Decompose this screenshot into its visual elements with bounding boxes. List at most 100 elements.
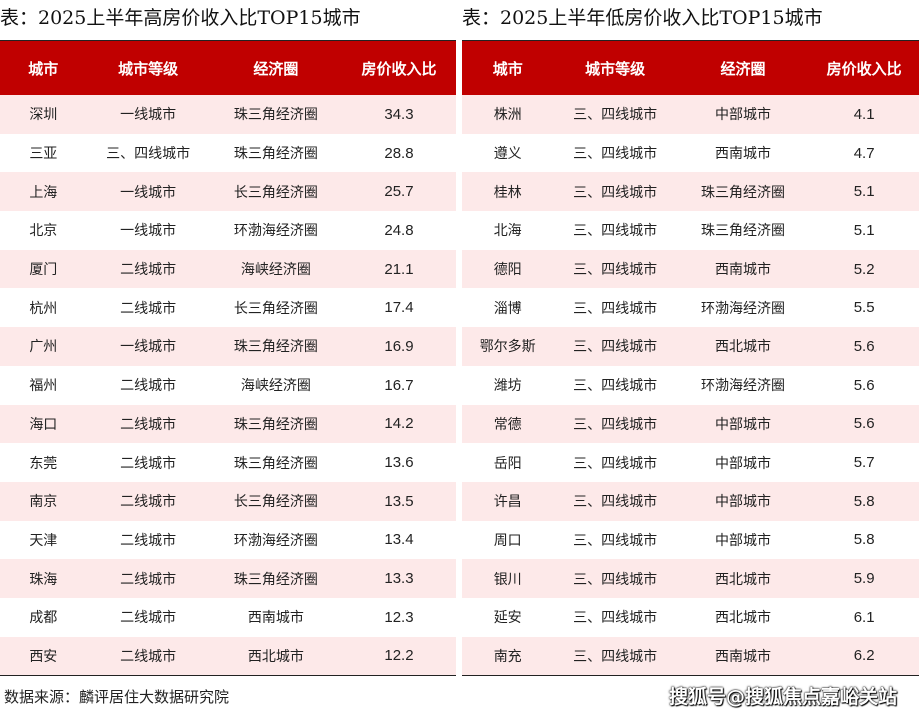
high-ratio-table: 城市 城市等级 经济圈 房价收入比 深圳 一线城市 珠三角经济圈 34.3 三亚 三、四线城市珠… bbox=[0, 40, 456, 677]
table-row: 天津 二线城市 环渤海经济圈 13.4 bbox=[0, 521, 456, 560]
region-cell: 环渤海经济圈 bbox=[233, 223, 318, 240]
region-cell: 珠三角经济圈 bbox=[209, 95, 342, 134]
ratio-cell: 5.8 bbox=[853, 531, 875, 549]
tier-cell: 二线城市 bbox=[86, 404, 210, 444]
ratio-cell: 5.2 bbox=[809, 249, 919, 289]
table-row: 海口 二线城市 珠三角经济圈 14.2 bbox=[0, 404, 456, 444]
region-cell: 海峡经济圈 bbox=[240, 378, 311, 395]
region-cell: 珠三角经济圈 bbox=[233, 146, 318, 163]
ratio-cell: 16.9 bbox=[341, 327, 456, 366]
region-cell: 珠三角经济圈 bbox=[701, 223, 786, 240]
tier-cell: 三、四线城市 bbox=[106, 146, 191, 163]
city-cell: 北海 bbox=[493, 223, 522, 240]
column-header: 房价收入比 bbox=[809, 40, 919, 95]
region-cell: 海峡经济圈 bbox=[209, 249, 342, 289]
city-cell: 株洲 bbox=[462, 95, 554, 134]
table-row: 德阳 三、四线城市 西南城市 5.2 bbox=[462, 249, 919, 289]
city-cell: 潍坊 bbox=[493, 378, 522, 395]
table-row: 北海 三、四线城市 珠三角经济圈 5.1 bbox=[462, 211, 919, 250]
low-ratio-table: 城市 城市等级 经济圈 房价收入比 株洲 三、四线城市 中部城市 4.1 遵义 三、四线城市 西南… bbox=[462, 40, 919, 677]
tier-cell: 三、四线城市 bbox=[573, 378, 658, 395]
right-table-title: 表：2025上半年低房价收入比TOP15城市 bbox=[462, 7, 823, 29]
column-header: 经济圈 bbox=[676, 40, 810, 95]
tier-cell: 二线城市 bbox=[86, 559, 210, 598]
ratio-cell: 13.5 bbox=[341, 481, 456, 521]
ratio-cell: 13.4 bbox=[384, 531, 414, 549]
ratio-cell: 5.7 bbox=[853, 454, 875, 472]
region-cell: 珠三角经济圈 bbox=[209, 559, 342, 598]
region-cell: 环渤海经济圈 bbox=[233, 532, 318, 549]
table-row: 福州 二线城市 海峡经济圈 16.7 bbox=[0, 366, 456, 405]
city-cell: 西安 bbox=[0, 636, 87, 676]
tier-cell: 三、四线城市 bbox=[573, 223, 658, 240]
region-cell: 珠三角经济圈 bbox=[233, 455, 318, 472]
data-source: 数据来源：麟评居住大数据研究院 bbox=[4, 688, 230, 706]
column-header: 经济圈 bbox=[209, 40, 342, 95]
tier-cell: 三、四线城市 bbox=[553, 481, 677, 521]
tier-cell: 一线城市 bbox=[86, 95, 210, 134]
city-cell: 珠海 bbox=[0, 559, 87, 598]
region-cell: 中部城市 bbox=[715, 455, 772, 472]
tier-cell: 三、四线城市 bbox=[573, 455, 658, 472]
tier-cell: 一线城市 bbox=[86, 327, 210, 366]
table-row: 株洲 三、四线城市 中部城市 4.1 bbox=[462, 95, 919, 134]
city-cell: 岳阳 bbox=[493, 455, 522, 472]
city-cell: 周口 bbox=[493, 532, 522, 549]
tier-cell: 一线城市 bbox=[120, 223, 177, 240]
right-table-panel: 表：2025上半年低房价收入比TOP15城市 城市 城市等级 经济圈 房价收入比 株洲… bbox=[462, 0, 919, 677]
region-cell: 长三角经济圈 bbox=[233, 300, 318, 317]
table-row: 潍坊 三、四线城市 环渤海经济圈 5.6 bbox=[462, 366, 919, 405]
region-cell: 珠三角经济圈 bbox=[209, 404, 342, 444]
ratio-cell: 5.1 bbox=[809, 172, 919, 212]
watermark: 搜狐号@搜狐焦点嘉峪关站 bbox=[668, 686, 897, 708]
table-row: 遵义 三、四线城市 西南城市 4.7 bbox=[462, 134, 919, 173]
city-cell: 成都 bbox=[29, 610, 58, 627]
city-cell: 南充 bbox=[462, 636, 554, 676]
ratio-cell: 4.1 bbox=[809, 95, 919, 134]
region-cell: 西南城市 bbox=[247, 610, 304, 627]
region-cell: 中部城市 bbox=[676, 481, 810, 521]
city-cell: 杭州 bbox=[29, 300, 58, 317]
tier-cell: 二线城市 bbox=[120, 610, 177, 627]
ratio-cell: 13.3 bbox=[341, 559, 456, 598]
region-cell: 西北城市 bbox=[209, 636, 342, 676]
table-row: 常德 三、四线城市 中部城市 5.6 bbox=[462, 404, 919, 444]
city-cell: 北京 bbox=[29, 223, 58, 240]
ratio-cell: 25.7 bbox=[341, 172, 456, 212]
tier-cell: 三、四线城市 bbox=[573, 610, 658, 627]
region-cell: 中部城市 bbox=[676, 95, 810, 134]
left-table-title: 表：2025上半年高房价收入比TOP15城市 bbox=[0, 7, 361, 29]
city-cell: 淄博 bbox=[493, 300, 522, 317]
tier-cell: 三、四线城市 bbox=[553, 249, 677, 289]
ratio-cell: 5.6 bbox=[809, 327, 919, 366]
city-cell: 遵义 bbox=[493, 146, 522, 163]
region-cell: 西北城市 bbox=[715, 610, 772, 627]
region-cell: 中部城市 bbox=[715, 532, 772, 549]
table-row: 深圳 一线城市 珠三角经济圈 34.3 bbox=[0, 95, 456, 134]
column-header: 城市 bbox=[0, 40, 87, 95]
table-row: 银川 三、四线城市 西北城市 5.9 bbox=[462, 559, 919, 598]
ratio-cell: 4.7 bbox=[853, 144, 875, 162]
region-cell: 珠三角经济圈 bbox=[209, 327, 342, 366]
tier-cell: 三、四线城市 bbox=[553, 559, 677, 598]
city-cell: 银川 bbox=[462, 559, 554, 598]
region-cell: 西南城市 bbox=[676, 636, 810, 676]
table-row: 北京 一线城市 环渤海经济圈 24.8 bbox=[0, 211, 456, 250]
ratio-cell: 5.1 bbox=[853, 221, 875, 239]
tier-cell: 二线城市 bbox=[120, 455, 177, 472]
table-row: 鄂尔多斯 三、四线城市 西北城市 5.6 bbox=[462, 327, 919, 366]
tier-cell: 二线城市 bbox=[120, 300, 177, 317]
ratio-cell: 24.8 bbox=[384, 221, 414, 239]
table-row: 三亚 三、四线城市 珠三角经济圈 28.8 bbox=[0, 134, 456, 173]
ratio-cell: 13.6 bbox=[384, 454, 414, 472]
tier-cell: 三、四线城市 bbox=[553, 404, 677, 444]
tier-cell: 三、四线城市 bbox=[553, 95, 677, 134]
city-cell: 福州 bbox=[29, 378, 58, 395]
left-table-panel: 表：2025上半年高房价收入比TOP15城市 城市 城市等级 经济圈 房价收入比 深圳… bbox=[0, 0, 456, 677]
ratio-cell: 5.5 bbox=[853, 299, 875, 317]
tier-cell: 三、四线城市 bbox=[553, 636, 677, 676]
tier-cell: 一线城市 bbox=[86, 172, 210, 212]
tier-cell: 三、四线城市 bbox=[553, 327, 677, 366]
city-cell: 德阳 bbox=[462, 249, 554, 289]
city-cell: 许昌 bbox=[462, 481, 554, 521]
